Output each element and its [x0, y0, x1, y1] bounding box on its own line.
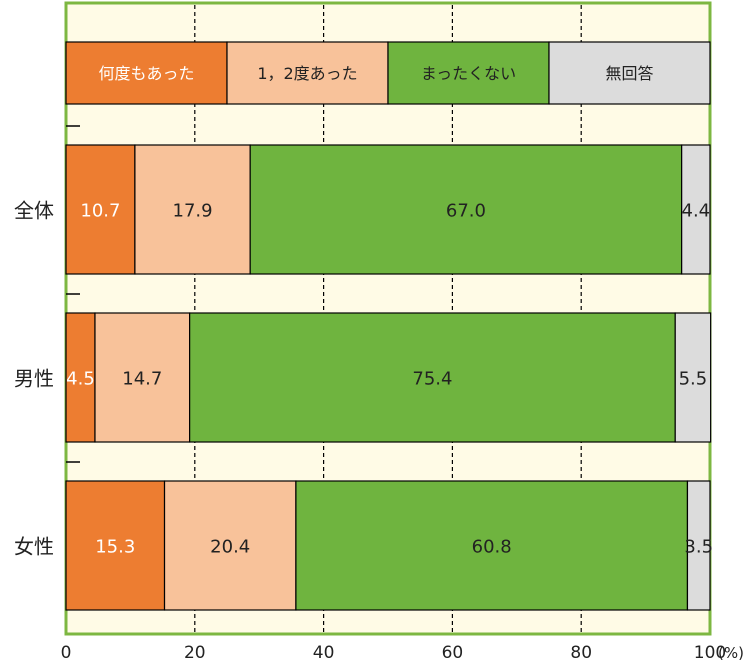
data-label: 17.9	[173, 201, 213, 222]
x-tick-label: 20	[184, 643, 206, 663]
legend-label: まったくない	[421, 64, 516, 83]
x-unit-label: (%)	[718, 644, 744, 662]
bar-segment	[94, 312, 191, 443]
data-label: 67.0	[446, 201, 486, 222]
legend-swatch	[548, 41, 711, 105]
bar-segment	[681, 144, 711, 275]
bar-segment	[65, 480, 166, 611]
category-label: 全体	[14, 199, 54, 223]
x-tick-label: 40	[313, 643, 335, 663]
legend-swatch	[226, 41, 389, 105]
category-label: 男性	[14, 367, 54, 391]
bar-segment	[65, 144, 136, 275]
x-tick-label: 100	[694, 643, 726, 663]
bar-segment	[189, 312, 676, 443]
data-label: 14.7	[122, 369, 162, 390]
x-tick-label: 80	[570, 643, 592, 663]
x-tick-label: 60	[442, 643, 464, 663]
category-label: 女性	[14, 535, 54, 559]
data-label: 4.5	[66, 369, 95, 390]
x-tick-label: 0	[61, 643, 72, 663]
data-label: 10.7	[80, 201, 120, 222]
legend-label: 無回答	[605, 64, 653, 83]
legend-label: 何度もあった	[98, 64, 194, 83]
bar-segment	[295, 480, 689, 611]
bar-segment	[249, 144, 683, 275]
data-label: 3.5	[684, 537, 713, 558]
data-label: 75.4	[412, 369, 452, 390]
data-label: 20.4	[210, 537, 250, 558]
data-label: 5.5	[679, 369, 708, 390]
data-label: 15.3	[95, 537, 135, 558]
legend-label: 1，2度あった	[257, 64, 357, 83]
bar-segment	[674, 312, 712, 443]
legend-swatch	[65, 41, 228, 105]
bar-segment	[65, 312, 96, 443]
bar-segment	[134, 144, 251, 275]
bar-segment	[163, 480, 297, 611]
legend-swatch	[387, 41, 550, 105]
bar-segment	[686, 480, 711, 611]
data-label: 60.8	[472, 537, 512, 558]
data-label: 4.4	[682, 201, 711, 222]
